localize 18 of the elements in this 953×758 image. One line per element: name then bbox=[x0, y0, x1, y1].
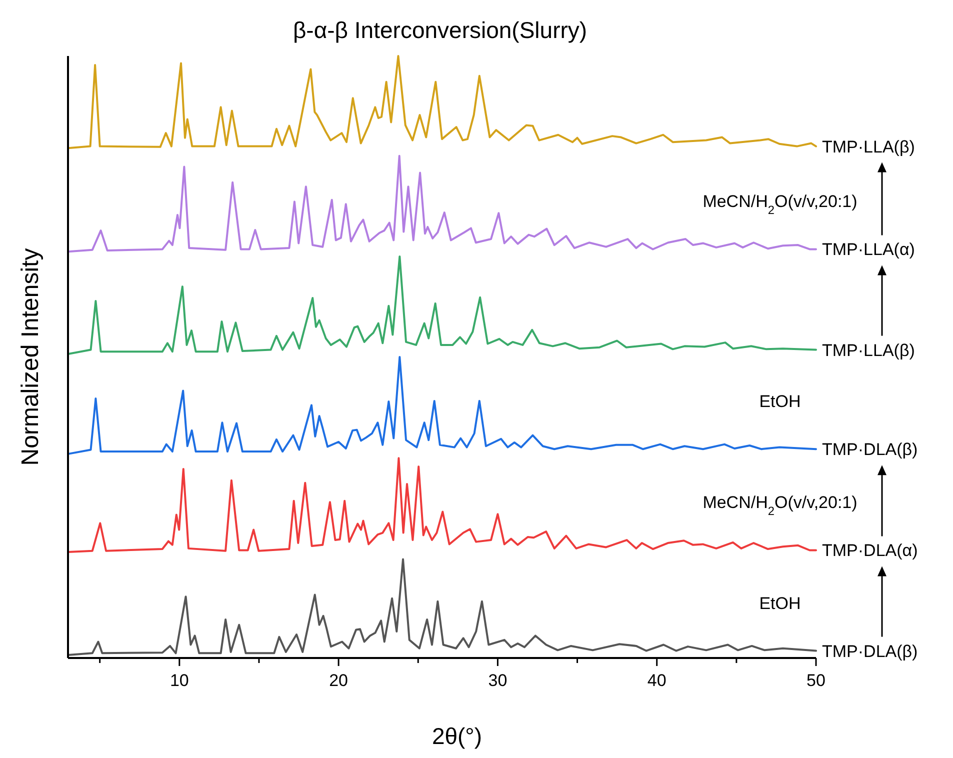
series-label: TMP·LLA(α) bbox=[822, 240, 915, 260]
series-label: TMP·DLA(β) bbox=[822, 440, 918, 460]
annotation: EtOH bbox=[759, 594, 801, 613]
x-tick-label: 40 bbox=[647, 671, 666, 690]
x-axis-title: 2θ(°) bbox=[432, 723, 482, 749]
annotation: MeCN/H$_{2}$O(v/v,20:1) bbox=[702, 493, 858, 518]
x-tick-label: 30 bbox=[488, 671, 508, 690]
series-label: TMP·LLA(β) bbox=[822, 137, 915, 156]
x-tick-label: 50 bbox=[806, 671, 826, 690]
annotation: EtOH bbox=[759, 392, 801, 412]
x-tick-label: 10 bbox=[170, 671, 189, 690]
series-label: TMP·DLA(β) bbox=[822, 642, 918, 661]
series-label: TMP·DLA(α) bbox=[822, 541, 918, 560]
annotation: MeCN/H$_{2}$O(v/v,20:1) bbox=[702, 192, 858, 218]
x-tick-label: 20 bbox=[329, 671, 348, 690]
series-label: TMP·LLA(β) bbox=[822, 340, 915, 360]
chart-title: β-α-β Interconversion(Slurry) bbox=[292, 17, 588, 43]
y-axis-title: Normalized Intensity bbox=[17, 248, 44, 466]
